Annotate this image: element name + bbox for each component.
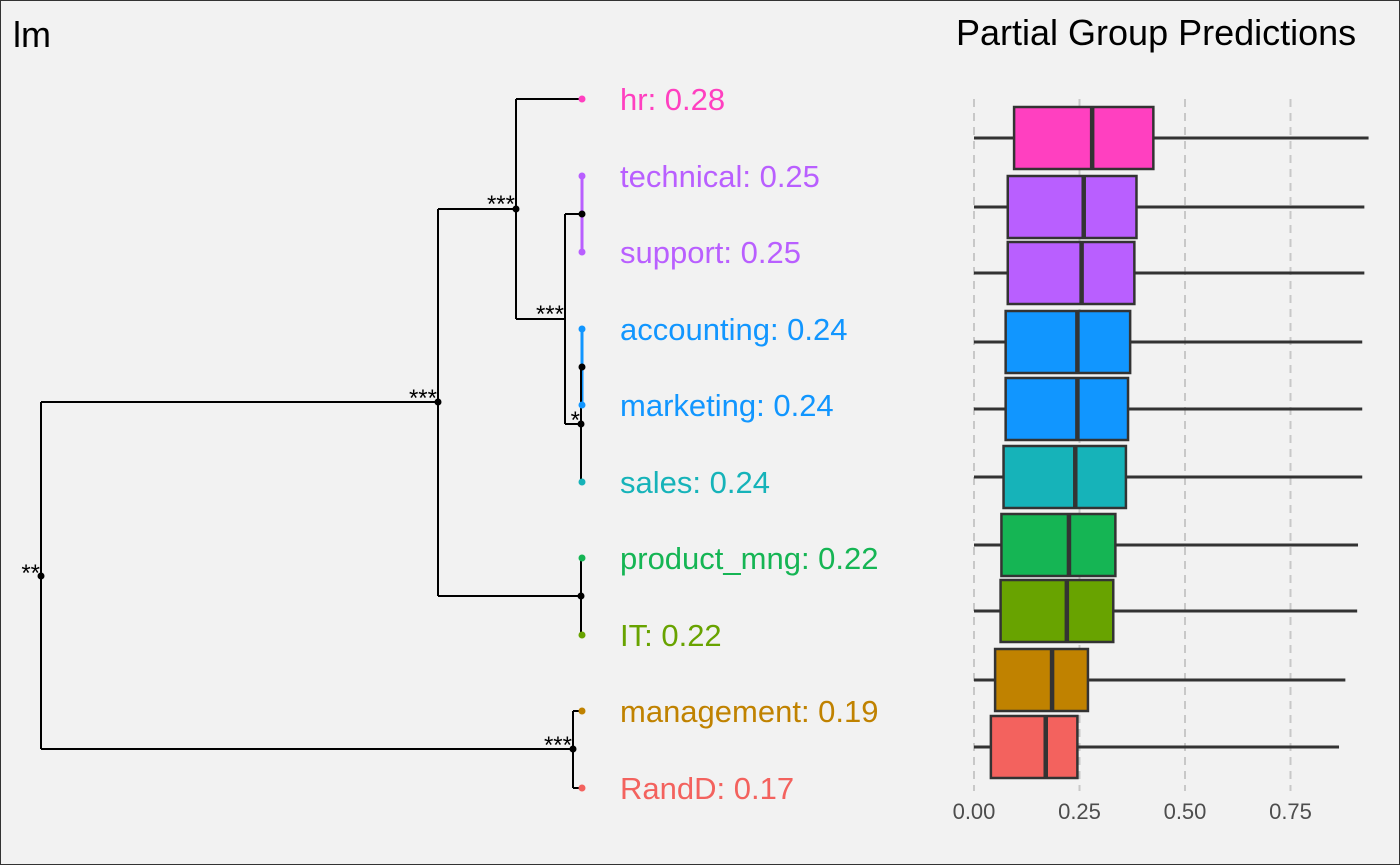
significance-label: *** [487,191,515,218]
leaf-dot-sales [578,478,586,486]
leaf-dot-marketing [578,401,586,409]
x-tick-label: 0.75 [1269,799,1312,824]
boxplot-title: Partial Group Predictions [956,12,1356,53]
node-2 [577,420,585,428]
node-0 [578,210,586,218]
box-sales [1002,444,1128,510]
significance-label: *** [544,732,572,759]
node-5 [434,398,442,406]
leaf-label-marketing: marketing: 0.24 [620,388,834,423]
leaf-label-IT: IT: 0.22 [620,618,722,653]
box-RandD [989,714,1079,780]
leaf-label-support: support: 0.25 [620,235,801,270]
leaf-label-hr: hr: 0.28 [620,82,725,117]
leaf-dot-technical [578,172,586,180]
leaf-label-product_mng: product_mng: 0.22 [620,541,879,576]
leaf-dot-IT [578,631,586,639]
box-technical [1006,174,1138,240]
x-tick-label: 0.50 [1164,799,1207,824]
leaf-label-management: management: 0.19 [620,694,879,729]
leaf-dot-hr [578,95,586,103]
node-1 [578,363,586,371]
node-3 [512,205,520,213]
leaf-dot-management [578,707,586,715]
box-product_mng [1000,512,1117,578]
node-7 [37,572,45,580]
significance-label: ** [21,560,40,587]
significance-label: *** [536,301,564,328]
node-6 [569,745,577,753]
significance-label: * [571,407,580,434]
leaf-label-accounting: accounting: 0.24 [620,312,848,347]
box-IT [999,578,1115,644]
dendrogram-title: lm [13,14,51,55]
leaf-dot-accounting [578,325,586,333]
significance-label: *** [409,385,437,412]
x-tick-label: 0.00 [953,799,996,824]
leaf-label-RandD: RandD: 0.17 [620,771,794,806]
boxplot [974,105,1369,780]
box-accounting [1004,309,1132,375]
box-management [993,647,1090,713]
leaf-dot-support [578,248,586,256]
node-4 [577,592,585,600]
leaf-dot-product_mng [578,554,586,562]
x-tick-label: 0.25 [1058,799,1101,824]
box-support [1006,240,1136,306]
leaf-label-sales: sales: 0.24 [620,465,770,500]
leaf-dot-RandD [578,784,586,792]
box-marketing [1004,376,1130,442]
box-hr [1012,105,1155,171]
x-axis: 0.00 0.25 0.50 0.75 [953,799,1312,824]
leaf-label-technical: technical: 0.25 [620,159,820,194]
